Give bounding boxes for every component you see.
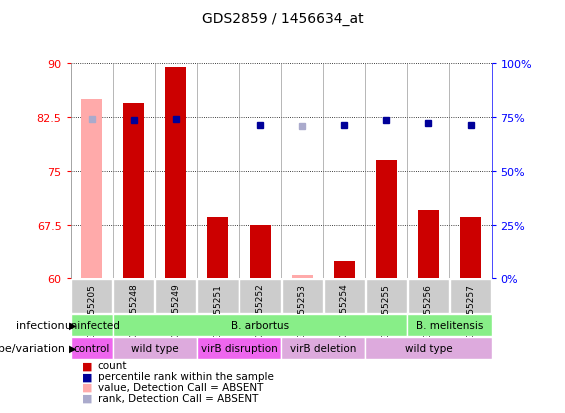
Bar [207, 218, 228, 279]
Text: wild type: wild type [405, 343, 452, 353]
Text: virB disruption: virB disruption [201, 343, 277, 353]
Text: GSM155253: GSM155253 [298, 283, 307, 338]
Text: value, Detection Call = ABSENT: value, Detection Call = ABSENT [98, 382, 263, 392]
Bar [407, 314, 492, 336]
Bar [292, 275, 312, 279]
Bar [123, 103, 144, 279]
Bar [281, 280, 323, 313]
Bar [197, 280, 238, 313]
Bar [81, 100, 102, 279]
Text: count: count [98, 361, 127, 370]
Text: B. arbortus: B. arbortus [231, 320, 289, 330]
Bar [250, 225, 271, 279]
Text: ▶: ▶ [69, 343, 76, 353]
Bar [113, 280, 154, 313]
Text: percentile rank within the sample: percentile rank within the sample [98, 371, 273, 381]
Bar [366, 280, 407, 313]
Bar [166, 68, 186, 279]
Text: virB deletion: virB deletion [290, 343, 357, 353]
Bar [197, 337, 281, 359]
Text: infection: infection [16, 320, 65, 330]
Text: ■: ■ [82, 393, 93, 403]
Bar [71, 280, 112, 313]
Text: GSM155255: GSM155255 [382, 283, 391, 338]
Text: GSM155248: GSM155248 [129, 283, 138, 337]
Text: GSM155249: GSM155249 [171, 283, 180, 337]
Bar [155, 280, 197, 313]
Bar [365, 337, 492, 359]
Text: GSM155257: GSM155257 [466, 283, 475, 338]
Bar [418, 211, 439, 279]
Text: uninfected: uninfected [64, 320, 120, 330]
Bar [71, 314, 113, 336]
Bar [113, 337, 197, 359]
Bar [450, 280, 491, 313]
Bar [408, 280, 449, 313]
Text: GSM155205: GSM155205 [87, 283, 96, 338]
Text: GSM155252: GSM155252 [255, 283, 264, 337]
Bar [71, 337, 113, 359]
Text: control: control [73, 343, 110, 353]
Text: genotype/variation: genotype/variation [0, 343, 65, 353]
Text: ■: ■ [82, 361, 93, 370]
Text: GSM155251: GSM155251 [214, 283, 223, 338]
Text: ▶: ▶ [69, 320, 76, 330]
Text: GSM155256: GSM155256 [424, 283, 433, 338]
Text: ■: ■ [82, 371, 93, 381]
Bar [324, 280, 365, 313]
Text: GSM155254: GSM155254 [340, 283, 349, 337]
Text: GDS2859 / 1456634_at: GDS2859 / 1456634_at [202, 12, 363, 26]
Bar [113, 314, 407, 336]
Bar [376, 161, 397, 279]
Text: rank, Detection Call = ABSENT: rank, Detection Call = ABSENT [98, 393, 258, 403]
Bar [240, 280, 281, 313]
Bar [460, 218, 481, 279]
Text: ■: ■ [82, 382, 93, 392]
Bar [281, 337, 365, 359]
Text: B. melitensis: B. melitensis [416, 320, 483, 330]
Bar [334, 261, 355, 279]
Text: wild type: wild type [131, 343, 179, 353]
